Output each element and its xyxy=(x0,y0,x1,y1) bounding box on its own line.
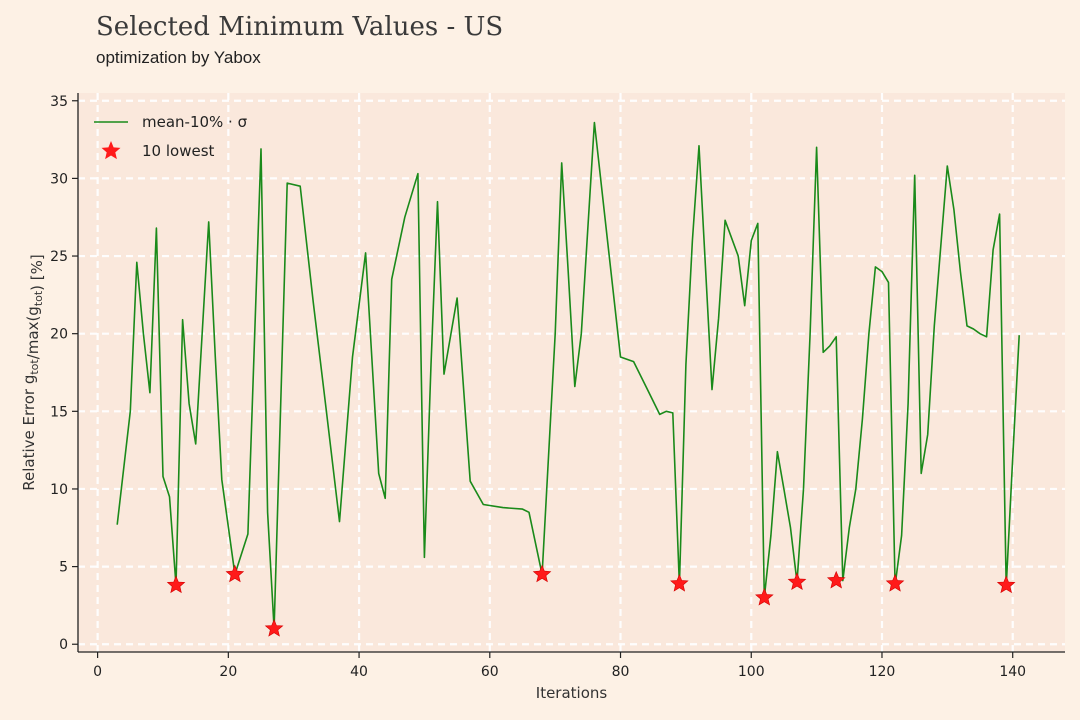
plot-area xyxy=(78,93,1065,652)
lowest-point-marker xyxy=(532,564,552,583)
lowest-point-marker xyxy=(755,587,774,606)
lowest-point-marker xyxy=(264,618,284,637)
legend-star-swatch xyxy=(101,141,121,160)
x-tick-label: 100 xyxy=(738,664,765,680)
lowest-point-marker xyxy=(225,564,245,583)
y-tick-label: 15 xyxy=(50,404,68,420)
y-tick-label: 35 xyxy=(50,94,68,110)
series-line xyxy=(116,121,1020,630)
chart-title: Selected Minimum Values - US xyxy=(96,12,503,42)
x-tick-label: 140 xyxy=(999,664,1026,680)
lowest-point-marker xyxy=(885,573,905,592)
legend-label: 10 lowest xyxy=(142,142,215,160)
y-tick-label: 30 xyxy=(50,171,68,187)
lowest-point-marker xyxy=(787,572,807,591)
y-tick-label: 20 xyxy=(50,327,68,343)
y-tick-label: 0 xyxy=(59,637,68,653)
axes: 0 20 40 60 80 100 120 140 0 5 10 15 20 25 30 35 xyxy=(50,93,1065,680)
x-tick-label: 60 xyxy=(481,664,499,680)
y-tick-label: 10 xyxy=(50,482,68,498)
chart-subtitle: optimization by Yabox xyxy=(96,48,261,67)
y-tick-label: 25 xyxy=(50,249,68,265)
legend-label: mean-10% · σ xyxy=(142,113,248,131)
lowest-point-marker xyxy=(996,575,1016,594)
x-tick-label: 80 xyxy=(612,664,630,680)
x-tick-label: 120 xyxy=(869,664,896,680)
lowest-point-marker xyxy=(826,570,846,589)
series-layer xyxy=(116,121,1020,637)
x-tick-label: 0 xyxy=(93,664,102,680)
y-axis-label: Relative Error gtot/max(gtot) [%] xyxy=(20,254,46,491)
legend: mean-10% · σ 10 lowest xyxy=(94,113,248,160)
x-tick-label: 20 xyxy=(219,664,237,680)
x-tick-label: 40 xyxy=(350,664,368,680)
y-tick-label: 5 xyxy=(59,560,68,576)
x-axis-label: Iterations xyxy=(536,684,608,702)
lowest-point-marker xyxy=(166,575,186,594)
lowest-point-marker xyxy=(670,573,689,592)
